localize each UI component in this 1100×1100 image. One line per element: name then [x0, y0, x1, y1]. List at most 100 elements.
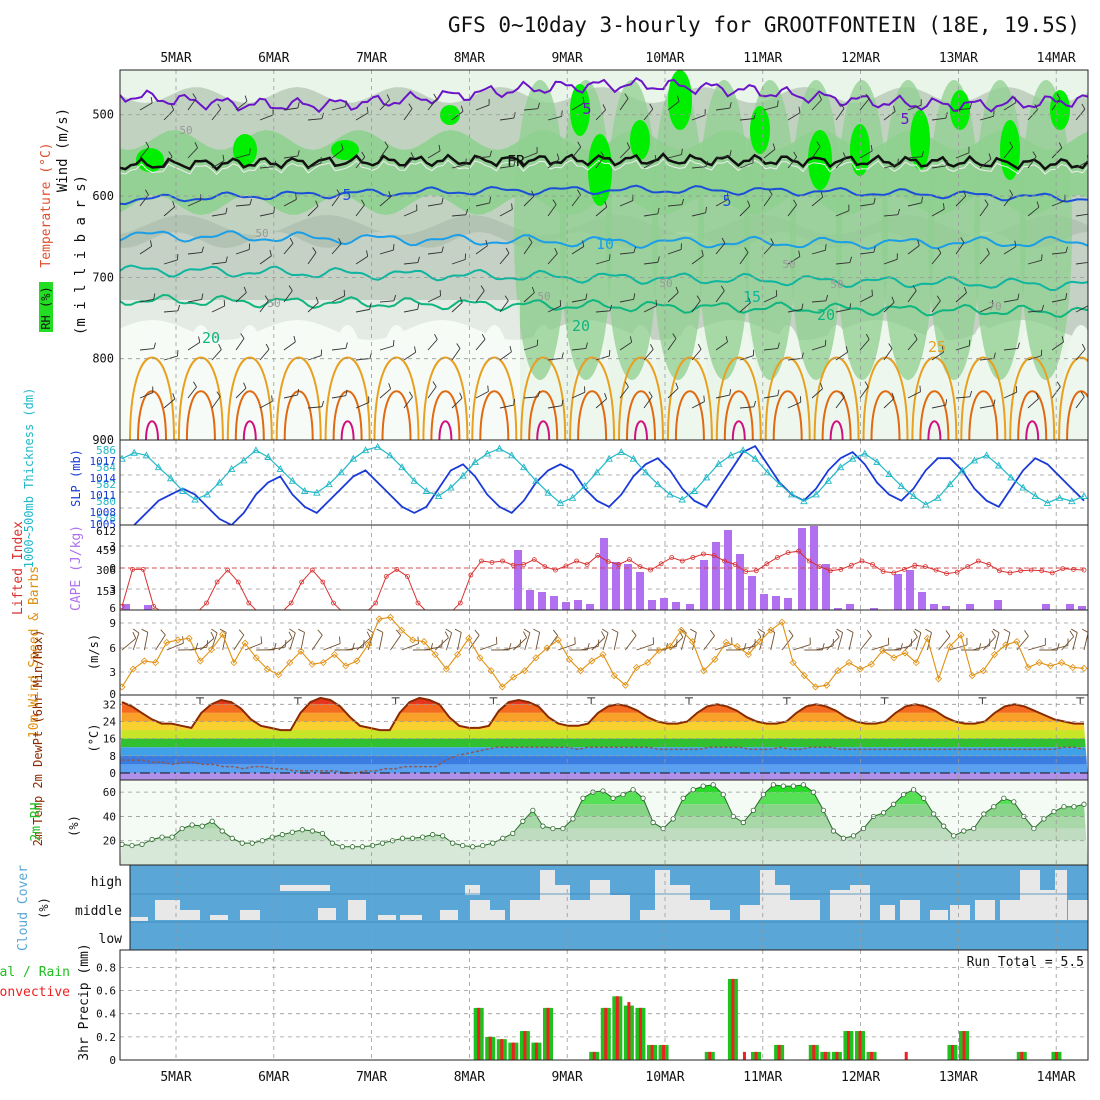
wind-barb: [715, 290, 725, 303]
wind-barb: [787, 401, 801, 409]
rh2m-point: [1051, 808, 1057, 815]
contour-label: 70: [988, 300, 1001, 313]
wind-barb-flag: [1065, 246, 1068, 253]
day-label-bottom: 7MAR: [356, 1070, 387, 1085]
wind-barb: [595, 398, 607, 409]
wind-barb-flag: [336, 189, 341, 195]
surface-wind-barb: [267, 646, 286, 651]
wind-barb: [523, 345, 538, 351]
contour-label: 50: [782, 258, 795, 271]
wind-speed-point: [845, 659, 853, 667]
wind-barb: [691, 212, 706, 217]
wind-speed-point: [767, 626, 775, 634]
rh2m-point: [219, 828, 225, 834]
wind-barb-flag: [460, 105, 464, 112]
wind-barb: [355, 112, 369, 121]
wind-barb: [979, 158, 992, 169]
wind-barb: [1051, 252, 1066, 255]
wind-barb: [1051, 298, 1066, 303]
precip-ylabel-total: Total / Rain: [0, 965, 70, 980]
surface-wind-barb: [982, 636, 996, 651]
precip-panel-frame: [119, 949, 1089, 1061]
thickness-point: [288, 476, 297, 484]
precip-conv-bar: [650, 1044, 654, 1060]
temp-contour-30: [674, 390, 705, 440]
wind-barb: [211, 349, 222, 361]
axis-tick-label: 1014: [90, 472, 117, 485]
wind-barb-flag: [1014, 96, 1017, 103]
li-point: [775, 555, 780, 560]
thickness-point: [739, 446, 747, 454]
cape-bar: [870, 608, 878, 610]
wind-barb: [379, 249, 394, 255]
wind-barb: [187, 98, 197, 111]
wind-barb-flag: [624, 381, 629, 388]
surface-wind-barb-flag: [495, 636, 498, 644]
surface-wind-barb: [1072, 632, 1078, 651]
surface-wind-barb: [244, 642, 262, 651]
precip-conv-bar: [812, 1044, 816, 1060]
cape-bar: [966, 604, 974, 610]
cape-bar: [712, 542, 720, 610]
wind-barb: [403, 108, 413, 121]
temp-contour-35: [634, 420, 648, 440]
wind-barb-flag: [657, 256, 660, 263]
thickness-point: [1019, 483, 1027, 491]
wind-barb-flag: [218, 344, 222, 350]
slp-line: [132, 444, 1085, 525]
thickness-point: [861, 449, 869, 457]
li-point: [595, 553, 601, 558]
wind-barb-flag: [489, 150, 492, 157]
surface-wind-barb: [222, 632, 227, 651]
li-ylabel: Lifted Index: [11, 521, 26, 615]
temp-contour-20: [120, 293, 1088, 318]
wind-speed-point: [431, 650, 439, 659]
surface-wind-barb-flag: [132, 631, 137, 639]
surface-wind-barb-flag: [867, 629, 872, 637]
li-point: [701, 551, 706, 557]
wind-barb-flag: [480, 285, 485, 291]
wind-barb: [571, 146, 582, 159]
li-point: [891, 570, 897, 576]
li-point: [140, 567, 146, 572]
wind-barb-flag: [481, 333, 486, 340]
li-point: [373, 600, 379, 606]
thickness-point: [130, 448, 138, 456]
wind-speed-point: [733, 642, 741, 650]
axis-tick-label: 24: [103, 715, 117, 728]
rh-saturated-cell: [750, 106, 770, 154]
day-label-top: 10MAR: [645, 51, 684, 66]
wind-barb-flag: [393, 294, 397, 301]
wind-barb-flag: [1056, 381, 1061, 388]
wind-speed-point: [1013, 638, 1021, 646]
rh2m-point: [1071, 804, 1077, 810]
rh2m-ylabel: 2m RH: [29, 802, 44, 841]
rh-moist-column: [836, 80, 888, 380]
wind-barb: [619, 386, 629, 399]
rh2m-point: [510, 830, 516, 837]
wind-barb-flag: [1041, 254, 1043, 261]
wind-speed-point: [789, 659, 797, 667]
wind-barb: [427, 339, 438, 351]
rh2m-point: [460, 842, 466, 849]
cloud-level-low: low: [99, 932, 123, 947]
li-point: [986, 562, 992, 567]
wind-speed-point: [890, 654, 898, 662]
rh2m-point: [700, 783, 706, 789]
cape-bar: [798, 528, 806, 610]
wind-barb-flag: [321, 400, 325, 407]
cape-ylabel: CAPE (J/kg): [69, 525, 84, 611]
wind-speed-point: [666, 642, 674, 650]
temp-band: [120, 738, 1088, 748]
temp-band: [120, 730, 1088, 739]
wind-barb: [619, 147, 631, 159]
wind-speed-point: [957, 631, 965, 639]
wind-barb: [571, 246, 585, 255]
wind-barb-flag: [153, 293, 156, 300]
rh2m-point: [540, 823, 546, 829]
wind-barb: [691, 114, 706, 121]
wind-barb-flag: [873, 246, 876, 253]
wind-barb-flag: [964, 286, 967, 293]
surface-wind-barb: [513, 637, 527, 651]
wind-barb-flag: [366, 106, 369, 113]
